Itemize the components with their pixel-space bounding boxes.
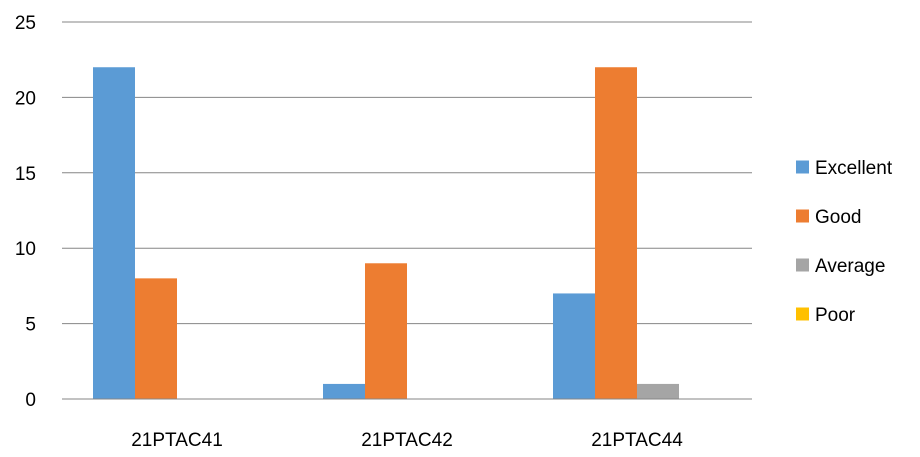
bar-good-21ptac42 [365, 263, 407, 399]
x-axis-ticks: 21PTAC41 21PTAC42 21PTAC44 [131, 430, 683, 451]
legend-label: Excellent [815, 158, 893, 179]
x-tick-label: 21PTAC41 [131, 430, 223, 451]
legend-label: Poor [815, 305, 856, 326]
bar-excellent-21ptac44 [553, 293, 595, 399]
legend-item-average: Average [796, 256, 885, 277]
y-tick-label: 20 [15, 88, 36, 109]
legend-swatch [796, 209, 809, 223]
y-axis-ticks: 0 5 10 15 20 25 [15, 13, 36, 411]
legend-label: Good [815, 207, 861, 228]
bar-good-21ptac41 [135, 278, 177, 399]
bar-good-21ptac44 [595, 67, 637, 400]
y-tick-label: 25 [15, 13, 36, 34]
bar-excellent-21ptac41 [93, 67, 135, 400]
legend-swatch [796, 258, 809, 272]
legend-item-good: Good [796, 207, 861, 228]
bar-excellent-21ptac42 [323, 383, 365, 399]
x-tick-label: 21PTAC42 [361, 430, 453, 451]
bar-average-21ptac44 [637, 383, 679, 399]
bars [93, 67, 679, 400]
legend-item-poor: Poor [796, 305, 856, 326]
y-tick-label: 15 [15, 164, 36, 185]
legend-item-excellent: Excellent [796, 158, 893, 179]
legend-swatch [796, 307, 809, 321]
y-tick-label: 0 [25, 390, 36, 411]
legend: Excellent Good Average Poor [796, 158, 893, 326]
y-tick-label: 5 [25, 315, 36, 336]
legend-label: Average [815, 256, 885, 277]
y-tick-label: 10 [15, 239, 36, 260]
x-tick-label: 21PTAC44 [591, 430, 683, 451]
legend-swatch [796, 160, 809, 174]
